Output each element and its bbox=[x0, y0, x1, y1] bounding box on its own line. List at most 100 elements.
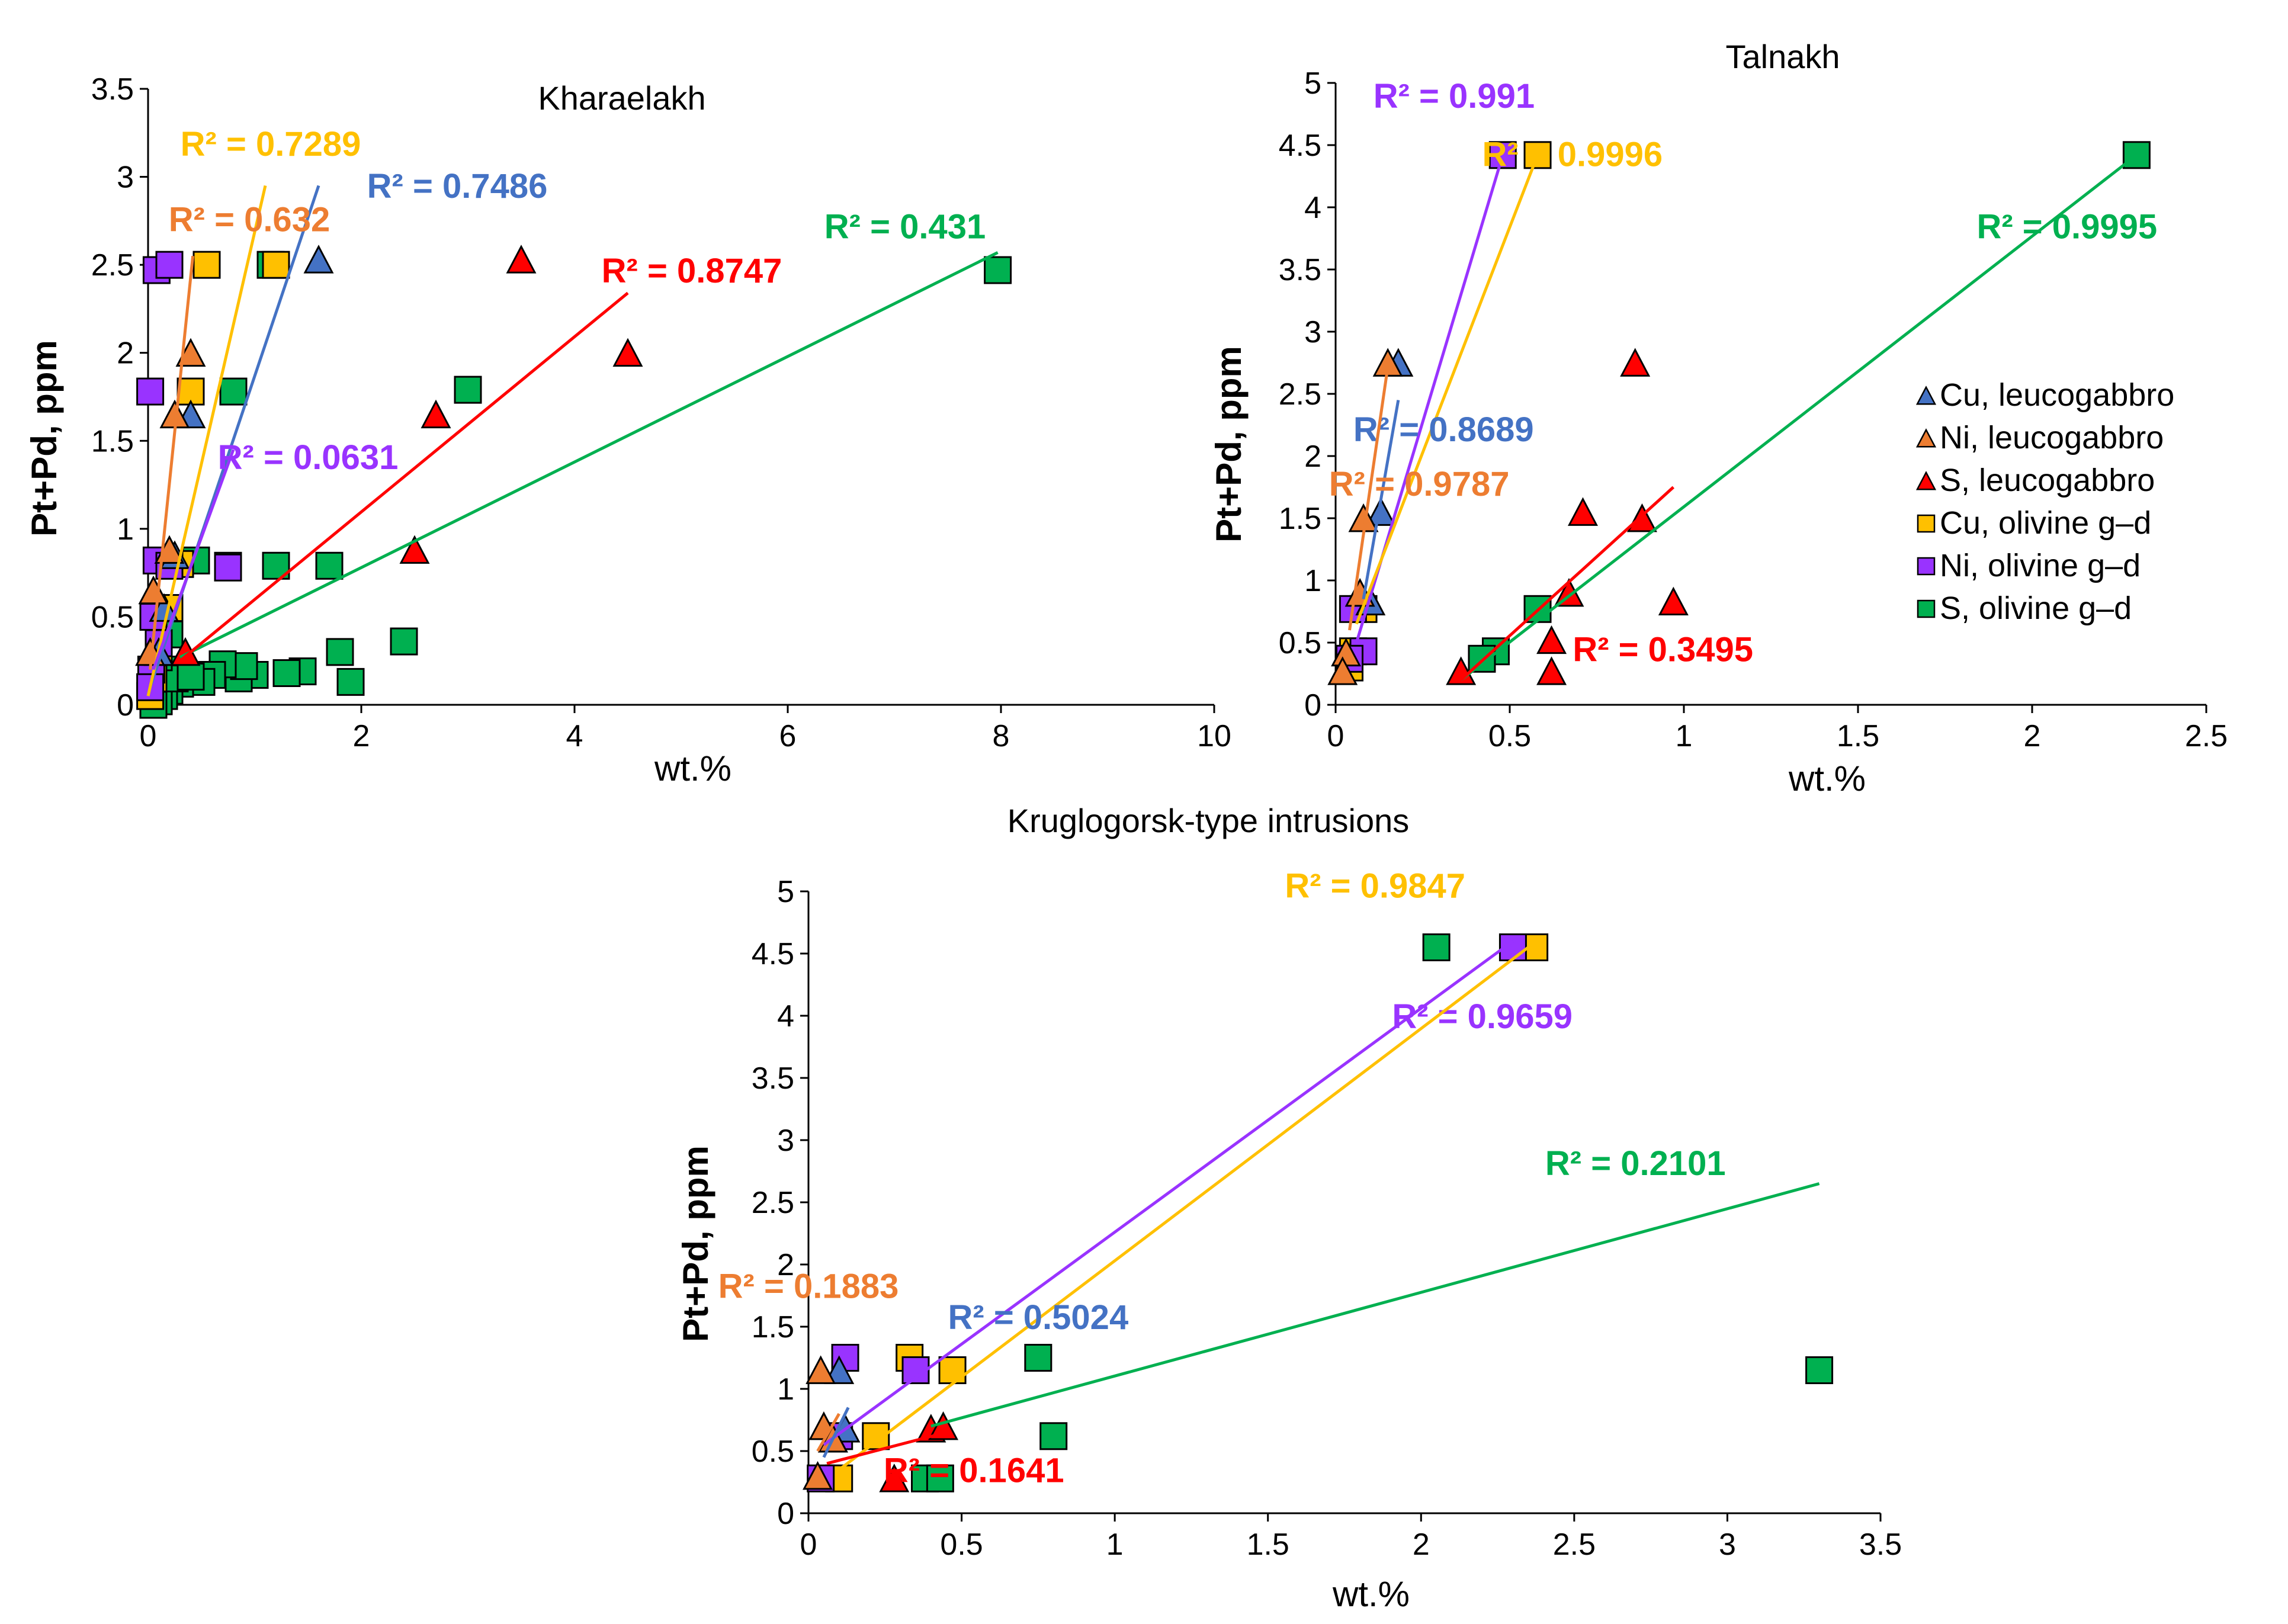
kharaelakh-r2-label-cu-olivine: R² = 0.7289 bbox=[181, 125, 361, 163]
legend-label-s-leucogabbro: S, leucogabbro bbox=[1940, 463, 2155, 498]
kharaelakh-y-tick-label: 0.5 bbox=[91, 600, 134, 634]
talnakh-point-s-leuco bbox=[1536, 656, 1567, 685]
talnakh-y-tick-label: 4.5 bbox=[1279, 129, 1321, 163]
legend-label-cu-leucogabbro: Cu, leucogabbro bbox=[1940, 377, 2174, 413]
legend-marker-cu-olivine bbox=[1917, 514, 1936, 533]
kruglogorsk-y-tick-label: 4.5 bbox=[752, 937, 794, 971]
legend-marker-cu-leucogabbro bbox=[1915, 386, 1937, 405]
kharaelakh-y-tick-label: 2 bbox=[117, 336, 134, 371]
kharaelakh-point-s-olivine bbox=[390, 627, 418, 656]
kruglogorsk-x-tick-label: 1.5 bbox=[1247, 1527, 1289, 1562]
legend-label-ni-olivine: Ni, olivine g–d bbox=[1940, 548, 2141, 583]
kruglogorsk-r2-label-cu-olivine: R² = 0.9847 bbox=[1285, 867, 1465, 906]
talnakh-y-tick-label: 2 bbox=[1304, 439, 1321, 474]
talnakh-x-tick-label: 2 bbox=[2024, 719, 2041, 753]
talnakh-point-s-leuco bbox=[1554, 577, 1584, 607]
kharaelakh-x-tick-label: 6 bbox=[779, 719, 797, 753]
kharaelakh-x-tick-label: 0 bbox=[140, 719, 157, 753]
kruglogorsk-r2-label-cu-leuco: R² = 0.5024 bbox=[948, 1298, 1129, 1337]
kharaelakh-r2-label-s-leuco: R² = 0.8747 bbox=[602, 252, 782, 290]
kharaelakh-point-s-leuco bbox=[612, 338, 643, 367]
talnakh-point-cu-leuco bbox=[1365, 497, 1396, 526]
kharaelakh-y-tick-label: 3.5 bbox=[91, 72, 134, 107]
talnakh-y-tick-label: 1.5 bbox=[1279, 502, 1321, 536]
talnakh-y-tick-label: 5 bbox=[1304, 66, 1321, 101]
kruglogorsk-xlabel: wt.% bbox=[1332, 1574, 1410, 1614]
legend-item-cu-olivine: Cu, olivine g–d bbox=[1917, 505, 2151, 541]
kruglogorsk-y-tick-label: 3.5 bbox=[752, 1061, 794, 1096]
kharaelakh-trendline-ni-olivine bbox=[152, 449, 235, 670]
kharaelakh-point-ni-olivine bbox=[136, 377, 165, 406]
kharaelakh-r2-label-s-olivine: R² = 0.431 bbox=[824, 208, 986, 246]
kharaelakh-y-tick-label: 2.5 bbox=[91, 248, 134, 283]
kruglogorsk-title: Kruglogorsk-type intrusions bbox=[1007, 802, 1410, 839]
kharaelakh-point-s-leuco bbox=[506, 245, 537, 274]
kruglogorsk-trendline-cu-leuco bbox=[822, 1407, 850, 1458]
kharaelakh-x-tick-label: 4 bbox=[566, 719, 583, 753]
kharaelakh-point-ni-olivine bbox=[214, 553, 242, 582]
kruglogorsk-x-tick-label: 0.5 bbox=[940, 1527, 983, 1562]
kharaelakh-point-s-olivine bbox=[177, 662, 205, 691]
kruglogorsk-ylabel: Pt+Pd, ppm bbox=[676, 1145, 715, 1342]
kharaelakh-x-tick-label: 8 bbox=[993, 719, 1010, 753]
kruglogorsk-trendline-s-leuco bbox=[826, 1431, 947, 1465]
kharaelakh-trendline-s-olivine bbox=[179, 251, 999, 659]
kharaelakh-xlabel: wt.% bbox=[654, 749, 731, 788]
talnakh-r2-label-ni-leuco: R² = 0.9787 bbox=[1329, 465, 1510, 503]
kruglogorsk-panel: Kruglogorsk-type intrusions wt.% Pt+Pd, … bbox=[676, 802, 1902, 1614]
kruglogorsk-x-tick-label: 3 bbox=[1719, 1527, 1736, 1562]
kharaelakh-point-s-olivine bbox=[336, 667, 365, 696]
legend-item-s-leucogabbro: S, leucogabbro bbox=[1915, 463, 2155, 498]
kharaelakh-y-tick-label: 0 bbox=[117, 688, 134, 723]
talnakh-r2-label-cu-leuco: R² = 0.8689 bbox=[1353, 410, 1534, 449]
legend-item-s-olivine: S, olivine g–d bbox=[1917, 590, 2132, 626]
kruglogorsk-r2-label-s-leuco: R² = 0.1641 bbox=[884, 1452, 1064, 1490]
kruglogorsk-point-s-olivine bbox=[926, 1464, 954, 1493]
legend-item-ni-olivine: Ni, olivine g–d bbox=[1917, 548, 2141, 583]
kruglogorsk-y-tick-label: 1.5 bbox=[752, 1310, 794, 1344]
talnakh-r2-label-s-leuco: R² = 0.3495 bbox=[1573, 631, 1753, 669]
talnakh-point-s-leuco bbox=[1446, 656, 1477, 685]
kruglogorsk-y-tick-label: 5 bbox=[777, 875, 794, 909]
legend-item-cu-leucogabbro: Cu, leucogabbro bbox=[1915, 377, 2174, 413]
kharaelakh-point-s-leuco bbox=[421, 399, 451, 429]
legend-label-s-olivine: S, olivine g–d bbox=[1940, 590, 2132, 626]
talnakh-point-s-leuco bbox=[1567, 497, 1598, 526]
kharaelakh-y-tick-label: 1 bbox=[117, 512, 134, 547]
kruglogorsk-r2-label-s-olivine: R² = 0.2101 bbox=[1545, 1144, 1726, 1183]
talnakh-y-tick-label: 3.5 bbox=[1279, 253, 1321, 287]
kharaelakh-y-tick-label: 3 bbox=[117, 161, 134, 195]
kharaelakh-point-s-olivine bbox=[984, 256, 1012, 284]
talnakh-y-tick-label: 0.5 bbox=[1279, 626, 1321, 660]
talnakh-x-tick-label: 1 bbox=[1676, 719, 1693, 753]
kruglogorsk-point-s-olivine bbox=[1805, 1356, 1834, 1384]
talnakh-y-tick-label: 1 bbox=[1304, 564, 1321, 598]
legend-marker-s-olivine bbox=[1917, 599, 1936, 618]
talnakh-x-tick-label: 2.5 bbox=[2185, 719, 2228, 753]
talnakh-point-s-leuco bbox=[1620, 348, 1651, 377]
kruglogorsk-point-s-olivine bbox=[1039, 1422, 1068, 1450]
talnakh-r2-label-s-olivine: R² = 0.9995 bbox=[1976, 208, 2157, 246]
kharaelakh-point-cu-olivine bbox=[192, 251, 221, 279]
talnakh-ylabel: Pt+Pd, ppm bbox=[1209, 346, 1249, 543]
kruglogorsk-x-tick-label: 1 bbox=[1106, 1527, 1124, 1562]
kharaelakh-point-cu-olivine bbox=[262, 251, 290, 279]
kruglogorsk-x-tick-label: 2 bbox=[1413, 1527, 1430, 1562]
kharaelakh-point-s-olivine bbox=[272, 659, 301, 688]
kharaelakh-r2-label-ni-leuco: R² = 0.632 bbox=[169, 201, 330, 239]
talnakh-trendline-cu-olivine bbox=[1355, 154, 1539, 625]
kruglogorsk-point-cu-olivine bbox=[938, 1356, 967, 1384]
talnakh-y-tick-label: 2.5 bbox=[1279, 377, 1321, 412]
kruglogorsk-point-s-leuco bbox=[879, 1463, 910, 1493]
kharaelakh-point-s-olivine bbox=[326, 638, 354, 666]
talnakh-y-tick-label: 4 bbox=[1304, 191, 1321, 225]
talnakh-title: Talnakh bbox=[1725, 38, 1840, 75]
kharaelakh-point-ni-olivine bbox=[155, 251, 184, 279]
kruglogorsk-x-tick-label: 2.5 bbox=[1553, 1527, 1596, 1562]
kharaelakh-x-tick-label: 10 bbox=[1197, 719, 1231, 753]
talnakh-trendline-cu-leuco bbox=[1362, 400, 1400, 599]
kruglogorsk-x-tick-label: 3.5 bbox=[1859, 1527, 1902, 1562]
legend-label-cu-olivine: Cu, olivine g–d bbox=[1940, 505, 2151, 541]
talnakh-point-s-leuco bbox=[1536, 625, 1567, 654]
kruglogorsk-point-ni-leuco bbox=[803, 1461, 833, 1490]
